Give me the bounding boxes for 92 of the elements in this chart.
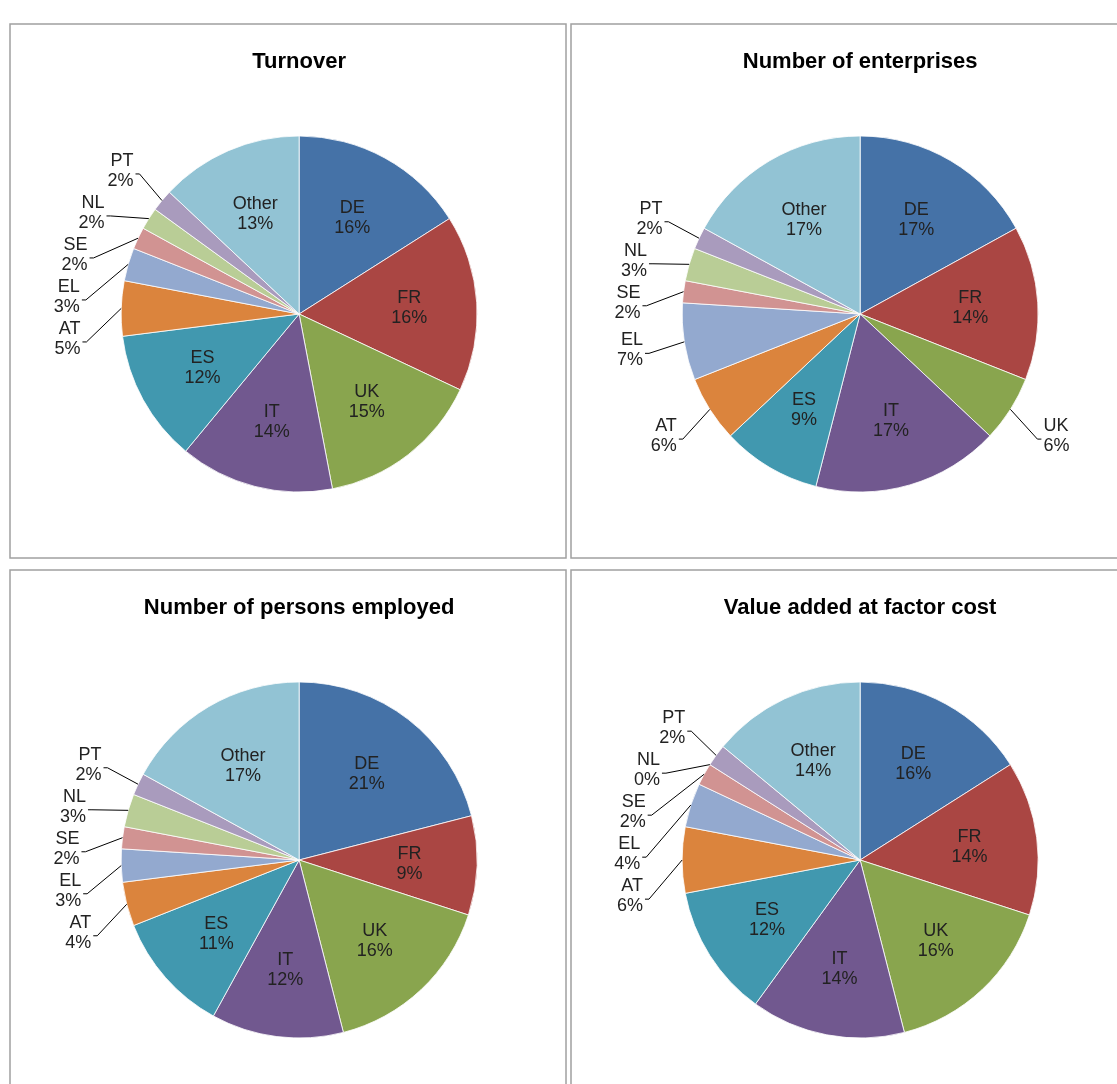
data-label: 9%	[790, 408, 817, 429]
slice-label: EL	[618, 833, 641, 854]
slice-label: PT	[78, 743, 102, 764]
data-label: 14%	[952, 307, 989, 328]
slice-label: EL	[59, 869, 82, 890]
chart-title: Turnover	[252, 48, 347, 73]
text: 0%	[633, 769, 660, 790]
slice-label: ES	[204, 912, 229, 933]
data-label: 2%	[614, 301, 641, 322]
data-label: 4%	[614, 853, 641, 874]
data-label: 17%	[224, 765, 261, 786]
slice-label: EL	[57, 275, 80, 296]
data-label: 2%	[619, 811, 646, 832]
slice-label: IT	[831, 948, 848, 969]
slice-label: FR	[957, 826, 982, 847]
chart-title: Number of persons employed	[143, 594, 455, 619]
data-label: 14%	[951, 846, 988, 867]
slice-label: IT	[882, 399, 899, 420]
data-label: 11%	[198, 932, 234, 953]
slice-label: Other	[781, 199, 827, 220]
data-label: 2%	[107, 169, 134, 190]
data-label: 6%	[650, 435, 677, 456]
data-label: 4%	[65, 931, 92, 952]
slice-label: FR	[397, 843, 422, 864]
slice-label: ES	[754, 899, 779, 920]
data-label: 14%	[795, 760, 832, 781]
data-label: 2%	[659, 727, 686, 748]
data-label: 16%	[391, 307, 428, 328]
data-label: 14%	[253, 420, 290, 441]
slice-label: IT	[277, 949, 294, 970]
slice-label: ES	[791, 388, 816, 409]
data-label: 21%	[348, 772, 385, 793]
data-label: 16%	[895, 763, 932, 784]
data-label: 2%	[61, 253, 88, 274]
data-label: 17%	[872, 419, 909, 440]
data-label: 7%	[616, 349, 644, 370]
slice-label: SE	[55, 827, 80, 848]
data-label: 16%	[917, 940, 954, 961]
slice-label: FR	[397, 287, 422, 308]
data-label: 14%	[821, 968, 858, 989]
data-label: 12%	[748, 919, 785, 940]
slice-label: NL	[62, 785, 86, 806]
data-label: 3%	[59, 805, 86, 826]
slice-label: PT	[639, 197, 663, 218]
slice-label: UK	[1043, 415, 1069, 436]
data-label: 3%	[53, 295, 80, 316]
slice-label: UK	[362, 920, 388, 941]
data-label: 2%	[78, 211, 105, 232]
data-label: 3%	[620, 259, 647, 280]
data-label: 5%	[54, 337, 81, 358]
data-label: 16%	[356, 940, 393, 961]
data-label: 6%	[616, 895, 643, 916]
slice-label: AT	[655, 415, 677, 436]
slice-label: AT	[69, 911, 92, 932]
data-label: 13%	[237, 212, 274, 233]
slice-label: SE	[616, 281, 641, 302]
slice-label: Other	[790, 740, 836, 761]
data-label: 2%	[53, 847, 80, 868]
slice-label: DE	[354, 752, 380, 773]
slice-label: Other	[220, 745, 266, 766]
slice-label: NL	[81, 191, 105, 212]
slice-label: AT	[58, 317, 81, 338]
slice-label: UK	[354, 381, 380, 402]
slice-label: IT	[263, 400, 280, 421]
data-label: 2%	[75, 763, 102, 784]
chart-title: Number of enterprises	[742, 48, 978, 73]
slice-label: Other	[232, 192, 278, 213]
data-label: 16%	[334, 217, 371, 238]
slice-label: AT	[621, 875, 643, 896]
slice-label: NL	[623, 239, 647, 260]
slice-label: DE	[900, 743, 926, 764]
data-label: 6%	[1043, 435, 1070, 456]
data-label: 2%	[636, 217, 663, 238]
data-label: 12%	[184, 367, 221, 388]
slice-label: PT	[110, 149, 134, 170]
slice-label: SE	[621, 791, 646, 812]
chart-title: Value added at factor cost	[723, 594, 998, 619]
data-label: 15%	[348, 401, 385, 422]
legend-label: NL	[636, 749, 660, 770]
slice-label: FR	[958, 287, 983, 308]
slice-label: PT	[662, 707, 686, 728]
data-label: 12%	[267, 969, 304, 990]
slice-label: DE	[339, 197, 365, 218]
data-label: 17%	[785, 219, 822, 240]
data-label: 9%	[396, 863, 423, 884]
slice-label: UK	[923, 920, 949, 941]
data-label: 3%	[55, 889, 82, 910]
slice-label: DE	[903, 199, 929, 220]
slice-label: SE	[63, 233, 88, 254]
slice-label: EL	[620, 329, 644, 350]
data-label: 17%	[898, 219, 935, 240]
slice-label: ES	[190, 347, 215, 368]
